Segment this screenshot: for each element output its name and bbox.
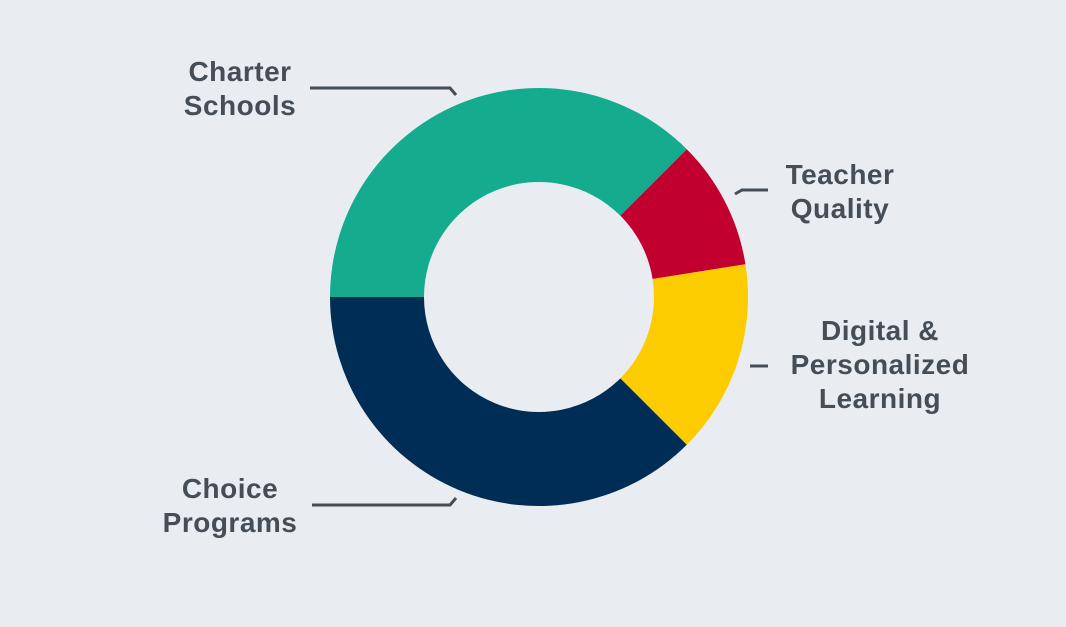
slice-label: Digital & Personalized Learning: [790, 315, 970, 414]
donut: [330, 87, 748, 506]
leader-line: [312, 497, 458, 507]
donut-slice: [620, 149, 746, 280]
slice-label: Charter Schools: [183, 56, 297, 121]
donut-slice: [330, 297, 687, 506]
donut-slice: [330, 87, 687, 297]
slice-label: Teacher Quality: [785, 159, 895, 224]
leader-line: [734, 188, 768, 196]
slice-label: Choice Programs: [162, 473, 298, 538]
donut-slice: [620, 264, 748, 445]
leader-line: [310, 86, 458, 96]
